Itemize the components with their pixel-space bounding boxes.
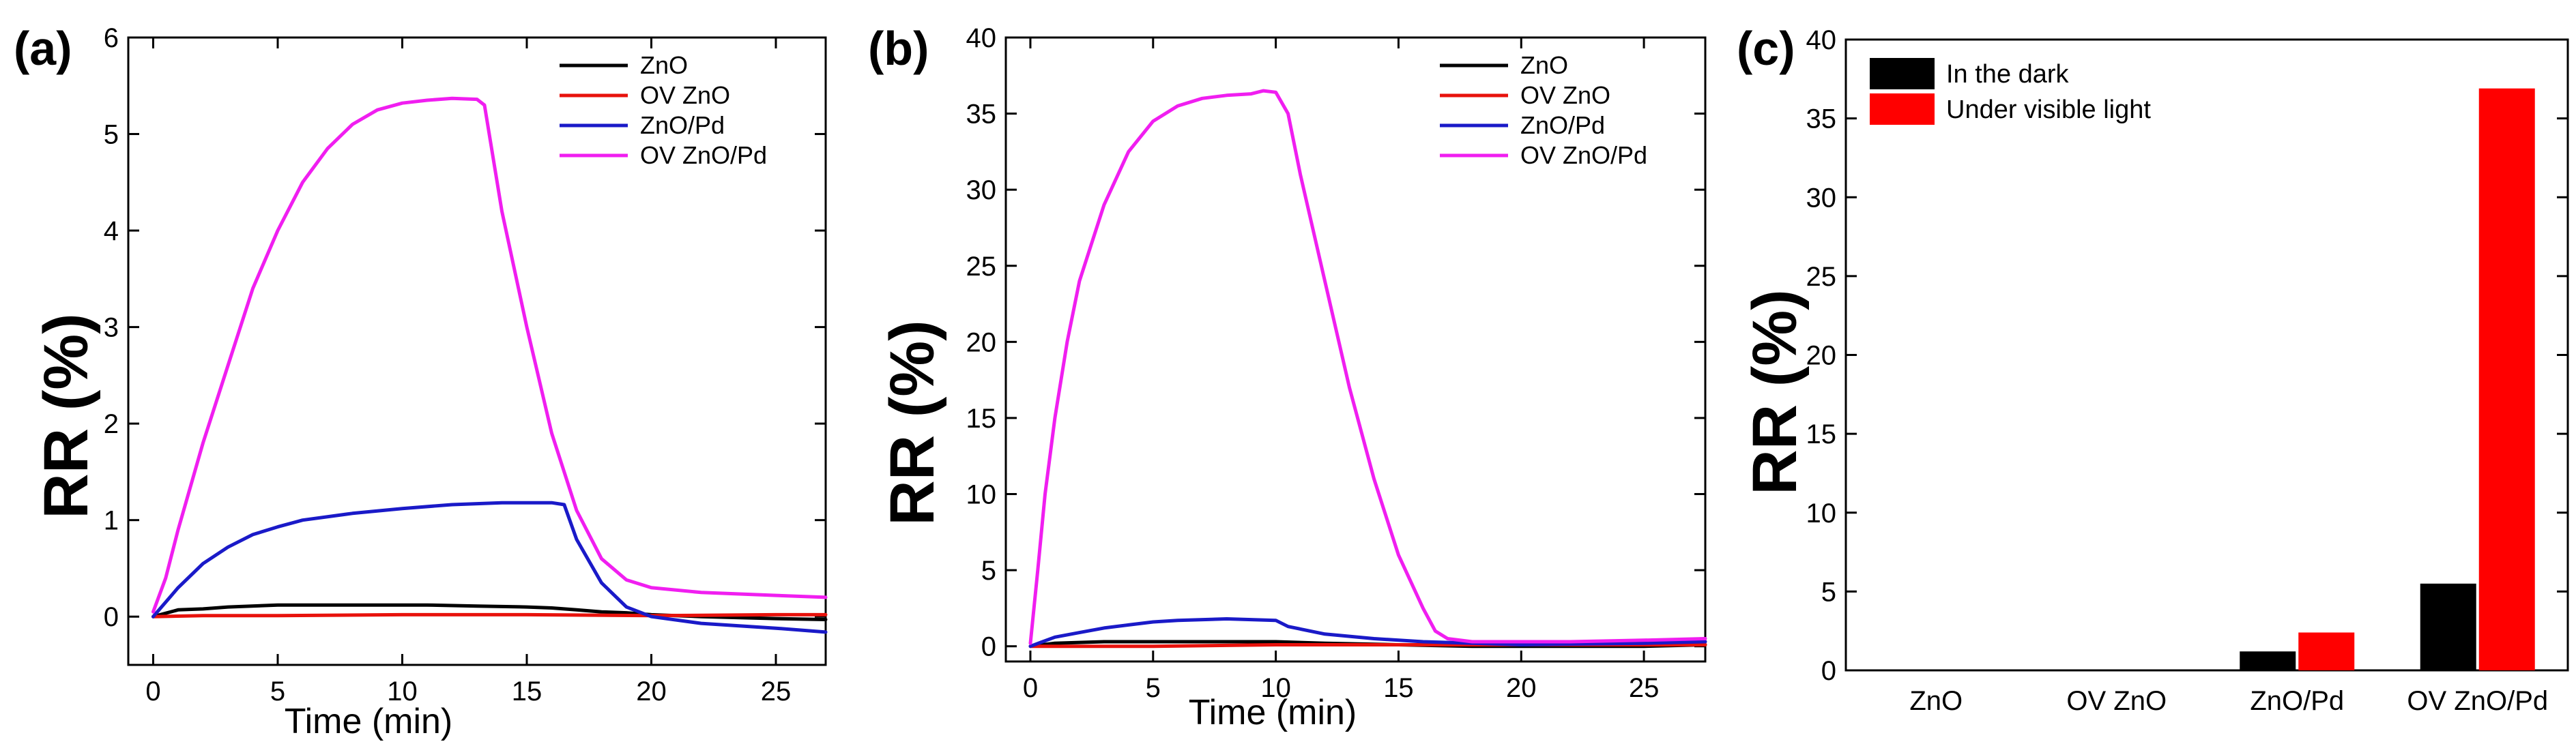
panel-a-y-ticks: 0 1 2 3 4 5 6 [104, 23, 826, 632]
panel-b-x-axis-title: Time (min) [1189, 693, 1357, 732]
panel-b-legend-label-zno-pd: ZnO/Pd [1520, 111, 1605, 139]
panel-c-legend-label-under-visible-light: Under visible light [1946, 95, 2151, 124]
panel-c-bar-in-the-dark [2240, 651, 2296, 670]
panel-b-y-tick-label: 0 [981, 632, 996, 662]
panel-c-bar-in-the-dark [2420, 583, 2476, 670]
panel-b-legend-label-zno: ZnO [1520, 51, 1568, 79]
panel-c-y-tick-label: 10 [1806, 499, 1837, 529]
panel-b-x-tick-label: 0 [1023, 673, 1038, 703]
panel-a-y-tick-label: 3 [104, 313, 119, 343]
panel-b-x-tick-label: 20 [1506, 673, 1537, 703]
panel-c-y-tick-label: 15 [1806, 419, 1837, 449]
panel-c-legend-swatch-under-visible-light [1870, 93, 1935, 125]
panel-a-x-tick-label: 5 [270, 676, 285, 706]
panel-a-x-tick-label: 25 [761, 676, 792, 706]
panel-a-x-tick-label: 15 [512, 676, 542, 706]
panel-b-y-tick-label: 40 [966, 23, 997, 53]
panel-b-y-tick-label: 20 [966, 327, 997, 357]
panel-a-legend-label-ov-zno: OV ZnO [640, 81, 730, 109]
panel-a-x-tick-label: 0 [145, 676, 160, 706]
panel-a-x-ticks: 0 5 10 15 20 25 [145, 38, 791, 706]
panel-b-y-tick-label: 15 [966, 404, 997, 434]
panel-c-y-tick-label: 25 [1806, 262, 1837, 292]
panel-c-legend-swatch-in-the-dark [1870, 58, 1935, 89]
panel-a-legend-label-ov-zno-pd: OV ZnO/Pd [640, 141, 767, 169]
panel-b-x-tick-label: 15 [1383, 673, 1414, 703]
panel-b-y-ticks: 0 5 10 15 20 25 30 35 40 [966, 23, 1705, 662]
panel-b-x-tick-label: 10 [1260, 673, 1291, 703]
panel-b-legend-label-ov-zno: OV ZnO [1520, 81, 1610, 109]
panel-b-x-tick-label: 5 [1146, 673, 1161, 703]
panel-b-y-tick-label: 35 [966, 100, 997, 130]
panel-a-y-tick-label: 1 [104, 506, 119, 536]
panel-a-legend-label-zno-pd: ZnO/Pd [640, 111, 725, 139]
panel-a-y-tick-label: 4 [104, 216, 119, 246]
panel-a-series-ov-zno-pd-line [151, 96, 828, 614]
panel-b-line-chart: (b) RR (%) Time (min) 0 5 10 15 20 25 0 5 10 15 2… [868, 22, 1707, 732]
panel-a-y-axis-title: RR (%) [31, 313, 101, 519]
panel-a-y-tick-label: 0 [104, 602, 119, 632]
panel-c-bar-chart: (c) RR (%) ZnO OV ZnO ZnO/Pd OV ZnO/Pd 0 5 10… [1737, 22, 2569, 716]
panel-a-series-zno-line [151, 603, 828, 621]
panel-a-legend-label-zno: ZnO [640, 51, 688, 79]
panel-c-y-tick-label: 0 [1821, 656, 1836, 686]
panel-b-y-tick-label: 30 [966, 175, 997, 205]
panel-c-y-tick-label: 35 [1806, 104, 1837, 134]
panel-c-bars [2240, 88, 2535, 670]
panel-c-x-category-label: ZnO [1909, 686, 1963, 716]
panel-c-y-tick-label: 20 [1806, 341, 1837, 371]
panel-a-y-tick-label: 6 [104, 23, 119, 53]
panel-b-y-tick-label: 25 [966, 252, 997, 282]
panel-b-plot-frame [1004, 36, 1707, 663]
panel-b-x-ticks: 0 5 10 15 20 25 [1023, 38, 1659, 703]
panel-b-y-tick-label: 10 [966, 480, 997, 510]
panel-a-plot-frame [127, 36, 827, 666]
panel-c-y-tick-label: 30 [1806, 183, 1837, 213]
panel-c-x-category-labels: ZnO OV ZnO ZnO/Pd OV ZnO/Pd [1909, 686, 2548, 716]
panel-a-series [151, 96, 828, 634]
panel-b-legend-label-ov-zno-pd: OV ZnO/Pd [1520, 141, 1647, 169]
panel-a-line-chart: (a) RR (%) Time (min) 0 5 10 15 20 25 0 1 2 3 4 5 6… [14, 22, 828, 741]
panel-c-y-tick-label: 40 [1806, 25, 1837, 55]
panel-a-series-ov-zno-line [151, 612, 828, 619]
panel-c-legend: In the dark Under visible light [1870, 58, 2151, 125]
panel-b-x-tick-label: 25 [1629, 673, 1660, 703]
panel-c-plot-frame [1844, 38, 2569, 672]
panel-b-y-axis-title: RR (%) [878, 320, 947, 526]
panel-a-x-tick-label: 20 [636, 676, 667, 706]
panel-b-series-ov-zno-pd-line [1028, 89, 1707, 645]
panel-c-x-category-label: ZnO/Pd [2250, 686, 2344, 716]
panel-c-bar-under-visible-light [2298, 632, 2355, 670]
panel-b-series-zno-pd-line [1028, 617, 1707, 649]
panel-b-label: (b) [868, 22, 929, 75]
panel-a-x-tick-label: 10 [387, 676, 418, 706]
panel-c-y-tick-label: 5 [1821, 577, 1836, 607]
panel-a-x-axis-title: Time (min) [285, 702, 453, 741]
panel-a-y-tick-label: 5 [104, 120, 119, 150]
panel-a-series-zno-pd-line [151, 501, 828, 634]
panel-c-y-ticks: 0 5 10 15 20 25 30 35 40 [1806, 25, 2568, 686]
panel-a-label: (a) [14, 22, 72, 75]
panel-c-x-category-label: OV ZnO [2066, 686, 2167, 716]
panel-c-legend-label-in-the-dark: In the dark [1946, 60, 2070, 89]
panel-b-series [1028, 89, 1707, 649]
panel-c-bar-under-visible-light [2478, 88, 2535, 670]
panel-c-x-category-label: OV ZnO/Pd [2407, 686, 2548, 716]
panel-b-y-tick-label: 5 [981, 556, 996, 586]
panel-c-label: (c) [1737, 22, 1795, 75]
panel-c-y-axis-title: RR (%) [1740, 289, 1810, 495]
panel-a-y-tick-label: 2 [104, 409, 119, 439]
